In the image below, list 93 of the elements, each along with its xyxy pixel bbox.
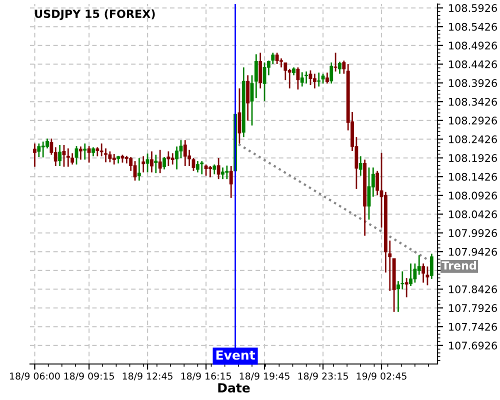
candlestick bbox=[150, 150, 154, 174]
candlestick bbox=[312, 73, 316, 90]
x-tick-label: 19/9 02:45 bbox=[356, 372, 406, 380]
candlestick bbox=[33, 142, 36, 168]
candlestick bbox=[158, 149, 162, 174]
candlestick bbox=[142, 156, 146, 174]
candlestick bbox=[74, 145, 78, 166]
y-tick-label: 108.1926 bbox=[449, 154, 497, 162]
candlestick bbox=[41, 140, 45, 158]
candlestick bbox=[179, 139, 183, 159]
x-tick-label: 18/9 19:45 bbox=[240, 372, 290, 380]
candlestick bbox=[358, 156, 362, 176]
y-tick-label: 108.3426 bbox=[449, 98, 497, 106]
candlestick bbox=[284, 62, 288, 81]
candlestick bbox=[146, 152, 150, 174]
y-tick-label: 107.9926 bbox=[449, 229, 497, 238]
candlestick bbox=[162, 156, 166, 170]
candlestick bbox=[430, 253, 434, 280]
chart-title: USDJPY 15 (FOREX) bbox=[35, 9, 155, 20]
candlestick bbox=[330, 62, 334, 84]
y-tick-label: 108.4926 bbox=[449, 42, 497, 50]
candlestick bbox=[66, 148, 70, 168]
y-tick-label: 108.4426 bbox=[449, 60, 497, 68]
candlestick bbox=[304, 70, 308, 84]
candlestick bbox=[175, 146, 179, 170]
candlestick bbox=[154, 154, 158, 174]
candlestick bbox=[221, 166, 224, 180]
y-tick-label: 108.1426 bbox=[449, 172, 497, 181]
x-tick-label: 18/9 06:00 bbox=[10, 372, 60, 380]
y-tick-label: 107.8426 bbox=[449, 285, 497, 294]
candlestick bbox=[321, 73, 325, 84]
candlestick bbox=[296, 66, 300, 90]
candlestick bbox=[37, 142, 41, 158]
y-tick-label: 108.5926 bbox=[449, 4, 497, 12]
y-tick-label: 107.7926 bbox=[449, 304, 497, 312]
candlestick bbox=[133, 160, 137, 182]
candlestick bbox=[216, 157, 220, 180]
x-tick-label: 18/9 23:15 bbox=[298, 372, 348, 380]
candlestick bbox=[212, 164, 216, 175]
candlestick bbox=[183, 139, 187, 167]
candlestick bbox=[317, 72, 321, 88]
y-tick-label: 108.2926 bbox=[449, 116, 497, 125]
candlestick bbox=[208, 165, 212, 178]
y-tick-label: 108.2426 bbox=[449, 135, 497, 144]
candlestick bbox=[229, 165, 233, 199]
candlestick bbox=[422, 262, 426, 284]
candlestick bbox=[204, 164, 208, 176]
x-tick-label: 18/9 09:15 bbox=[64, 372, 114, 380]
candlestick bbox=[70, 152, 74, 166]
candlestick bbox=[78, 146, 82, 160]
candlestick bbox=[404, 277, 408, 298]
ref-line-label: Event bbox=[216, 350, 256, 360]
candlestick bbox=[308, 70, 312, 86]
candlestick bbox=[196, 160, 200, 174]
candlestick bbox=[58, 144, 62, 167]
y-tick-label: 108.3926 bbox=[449, 79, 497, 88]
candlestick bbox=[325, 72, 329, 84]
candlestick bbox=[275, 52, 279, 65]
y-tick-label: 108.0426 bbox=[449, 210, 497, 218]
candlestick bbox=[108, 150, 112, 163]
y-tick-label: 107.9426 bbox=[449, 248, 497, 256]
candlestick bbox=[300, 72, 304, 88]
candlestick bbox=[87, 145, 91, 164]
candlestick bbox=[225, 164, 229, 180]
candlestick bbox=[426, 266, 430, 286]
y-tick-label: 107.7426 bbox=[449, 322, 497, 331]
candlestick bbox=[334, 52, 338, 72]
candlestick bbox=[200, 160, 204, 175]
candlestick bbox=[338, 61, 342, 74]
y-tick-label: 108.0926 bbox=[449, 192, 497, 200]
candlestick bbox=[166, 150, 170, 167]
candlestick bbox=[170, 152, 174, 166]
candlestick bbox=[413, 262, 417, 284]
x-tick-label: 18/9 16:15 bbox=[181, 372, 231, 380]
series-label: Trend bbox=[442, 261, 476, 270]
candlestick bbox=[112, 153, 116, 166]
x-axis-title: Date bbox=[218, 383, 250, 393]
y-tick-label: 108.5426 bbox=[449, 22, 497, 31]
candlestick bbox=[417, 254, 421, 276]
candlestick bbox=[342, 60, 346, 74]
candlestick bbox=[254, 54, 258, 99]
candlestick bbox=[409, 262, 412, 287]
candlestick bbox=[137, 157, 141, 182]
candlestick bbox=[238, 88, 242, 144]
candlestick bbox=[192, 157, 196, 172]
candlestick bbox=[376, 170, 380, 196]
candlestick bbox=[258, 52, 262, 90]
y-tick-label: 107.6926 bbox=[449, 342, 497, 350]
x-tick-label: 18/9 12:45 bbox=[122, 372, 172, 380]
candlestick bbox=[83, 142, 87, 160]
candlestick bbox=[246, 74, 250, 122]
candlestick bbox=[271, 52, 275, 65]
candlestick bbox=[104, 148, 108, 163]
